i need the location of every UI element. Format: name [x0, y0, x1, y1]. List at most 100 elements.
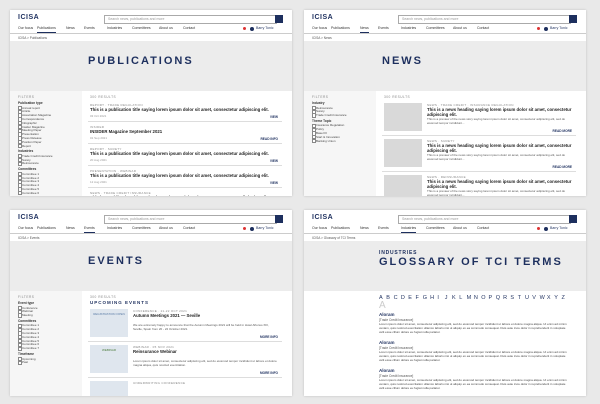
nav-item[interactable]: Our focus — [312, 226, 328, 230]
filter-option[interactable]: Committee 2 — [22, 175, 40, 180]
item-title[interactable]: This is a publication title saying lorem… — [90, 195, 278, 196]
result-card[interactable]: INSIDER INSIDER Magazine September 2021 01… — [88, 123, 282, 144]
checkbox[interactable] — [18, 360, 23, 365]
filter-option[interactable]: Position Paper — [22, 139, 42, 144]
item-title[interactable]: Autumn Meetings 2021 — Seville — [133, 313, 201, 318]
nav-item[interactable]: News — [360, 26, 369, 33]
result-card[interactable]: PRESENTATION · WEBINAR This is a publicat… — [88, 167, 282, 188]
notification[interactable] — [243, 227, 246, 230]
filter-option[interactable]: Trade Credit Insurance — [22, 153, 53, 158]
search-button[interactable] — [275, 215, 283, 223]
nav-item[interactable]: Events — [378, 26, 389, 30]
user-name[interactable]: Barry Tonic — [550, 26, 568, 30]
search-button[interactable] — [569, 15, 577, 23]
result-card[interactable]: REPORT · TRADE REGULATION This is a publi… — [88, 101, 282, 122]
filter-option[interactable]: Committee 5 — [22, 186, 40, 191]
item-title[interactable]: This is a news heading saying lorem ipsu… — [427, 143, 572, 153]
item-title[interactable]: This is a publication title saying lorem… — [90, 151, 269, 156]
nav-item[interactable]: About us — [453, 226, 467, 230]
user-name[interactable]: Barry Tonic — [550, 226, 568, 230]
filter-option[interactable]: Committee 1 — [22, 171, 40, 176]
nav-item[interactable]: Events — [84, 226, 95, 233]
filter-option[interactable]: Press Release — [22, 135, 42, 140]
search-box[interactable]: Search news, publications and more — [398, 215, 571, 224]
filter-option[interactable]: Committee 6 — [22, 190, 40, 195]
result-card[interactable]: NEWS · REINSURANCE This is a news heading… — [382, 173, 576, 196]
checkbox[interactable] — [18, 313, 23, 318]
alphabet-letter[interactable]: T — [517, 295, 522, 301]
search-box[interactable]: Search news, publications and more — [398, 15, 571, 24]
filter-option[interactable]: Surety — [22, 157, 31, 162]
filter-option[interactable]: Committee 3 — [22, 331, 40, 335]
nav-item[interactable]: Contact — [183, 26, 196, 30]
nav-item[interactable]: Publications — [331, 26, 350, 30]
alphabet-letter[interactable]: M — [466, 295, 472, 301]
filter-option[interactable]: Meeting — [22, 313, 33, 318]
alphabet-letter[interactable]: D — [400, 295, 405, 301]
nav-item[interactable]: Our focus — [18, 26, 34, 30]
filter-option[interactable]: Correspondence — [22, 116, 45, 121]
nav-item[interactable]: Our focus — [312, 26, 328, 30]
nav-item[interactable]: Publications — [37, 26, 56, 33]
filter-option[interactable]: Reinsurance — [22, 161, 39, 166]
nav-item[interactable]: Industries — [401, 226, 417, 233]
checkbox[interactable] — [18, 161, 23, 167]
nav-item[interactable]: News — [66, 26, 75, 30]
nav-item[interactable]: News — [66, 226, 75, 230]
alphabet-letter[interactable]: I — [437, 295, 439, 301]
alphabet-letter[interactable]: E — [408, 295, 412, 301]
filter-option[interactable]: Infographic — [22, 120, 37, 125]
filter-option[interactable]: Association Magazine — [22, 113, 52, 118]
nav-item[interactable]: Publications — [331, 226, 350, 230]
filter-option[interactable]: Committee 4 — [22, 334, 40, 339]
checkbox[interactable] — [18, 191, 23, 196]
user-name[interactable]: Barry Tonic — [256, 226, 274, 230]
user-name[interactable]: Barry Tonic — [256, 26, 274, 30]
filter-option[interactable]: Committee 4 — [22, 183, 40, 188]
filter-option[interactable]: Insurance Regulation — [316, 123, 345, 128]
nav-item[interactable]: Industries — [401, 26, 417, 30]
alphabet-letter[interactable]: L — [459, 295, 463, 301]
logo[interactable]: ICISA — [18, 14, 40, 21]
nav-item[interactable]: About us — [453, 26, 467, 30]
nav-item[interactable]: Events — [378, 226, 389, 230]
alphabet-letter[interactable]: Q — [495, 295, 501, 301]
nav-item[interactable]: Contact — [477, 26, 490, 30]
filter-option[interactable]: Trade Credit Insurance — [316, 113, 347, 118]
nav-item[interactable]: Events — [84, 26, 95, 30]
search-button[interactable] — [275, 15, 283, 23]
breadcrumb[interactable]: ICISA > Publications — [18, 36, 47, 40]
nav-item[interactable]: Committees — [132, 226, 151, 230]
nav-item[interactable]: Industries — [107, 26, 123, 30]
alphabet-letter[interactable]: O — [481, 295, 486, 301]
alphabet-letter[interactable]: C — [393, 295, 398, 301]
breadcrumb[interactable]: ICISA > Events — [18, 236, 40, 240]
logo[interactable]: ICISA — [312, 214, 334, 221]
item-link[interactable]: READ MORE — [552, 165, 572, 169]
nav-item[interactable]: Industries — [107, 226, 123, 230]
item-title[interactable]: INSIDER Magazine September 2021 — [90, 129, 163, 134]
result-card[interactable]: REGISTRATION OPEN CONFERENCE · 21-22 OCT … — [88, 307, 282, 342]
result-card[interactable]: REPORT · SURETY This is a publication tit… — [88, 145, 282, 166]
filter-option[interactable]: Policy — [316, 127, 325, 132]
filter-option[interactable]: Start & Innovation — [316, 134, 340, 139]
filter-option[interactable]: Webinar — [22, 309, 34, 314]
filter-option[interactable]: Committee 6 — [22, 342, 40, 347]
filter-option[interactable]: Annual report — [22, 105, 41, 110]
item-link[interactable]: VIEW — [269, 181, 278, 185]
filter-option[interactable]: Surety — [316, 109, 325, 114]
result-card[interactable]: WEBINAR WEBINAR · 05 NOV 2021 Reinsurance … — [88, 343, 282, 378]
breadcrumb[interactable]: ICISA > News — [312, 36, 332, 40]
alphabet-letter[interactable]: A — [379, 295, 383, 301]
alphabet-letter[interactable]: X — [546, 295, 551, 301]
logo[interactable]: ICISA — [18, 214, 40, 221]
filter-option[interactable]: Committee 5 — [22, 338, 40, 343]
alphabet-letter[interactable]: U — [525, 295, 529, 301]
alphabet-letter[interactable]: S — [510, 295, 515, 301]
item-link[interactable]: READ MORE — [552, 129, 572, 133]
alphabet-letter[interactable]: K — [452, 295, 456, 301]
breadcrumb[interactable]: ICISA > Glossary of TCI Terms — [312, 236, 356, 240]
logo[interactable]: ICISA — [312, 14, 334, 21]
filter-option[interactable]: Committee 3 — [22, 179, 40, 184]
